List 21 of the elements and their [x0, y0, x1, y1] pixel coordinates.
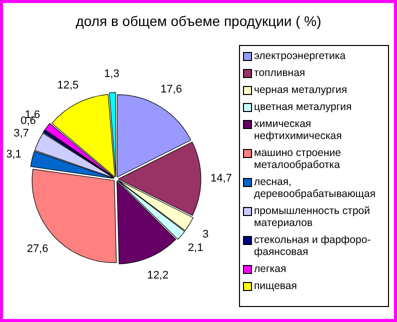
data-label: 14,7 [210, 172, 232, 185]
data-label: 17,6 [160, 84, 182, 96]
legend-label: химическая нефтихимическая [254, 118, 343, 142]
data-label: 3 [202, 228, 209, 240]
legend-label: пищевая [254, 280, 297, 292]
legend-label: черная металургия [254, 84, 348, 96]
data-label: 12,2 [147, 270, 168, 282]
data-label: 1,3 [104, 68, 120, 80]
legend-label: легкая [254, 263, 286, 275]
legend-label: электроэнергетика [254, 50, 346, 62]
legend-label: машино строение металообработка [254, 147, 342, 171]
chart-title: доля в общем объеме продукции ( %) [74, 13, 322, 29]
legend-label: промышленность строй материалов [254, 205, 372, 229]
legend-label: лесная, деревообрабатывающая [254, 176, 377, 200]
data-label: 2,1 [188, 242, 204, 254]
legend-label: стекольная и фарфоро-фаянсовая [254, 234, 372, 258]
data-label: 3,7 [14, 127, 29, 140]
legend-label: цветная металургия [254, 101, 352, 113]
legend-label: топливная [254, 67, 306, 79]
data-label: 12,5 [57, 79, 79, 92]
data-label: 27,6 [26, 243, 48, 256]
